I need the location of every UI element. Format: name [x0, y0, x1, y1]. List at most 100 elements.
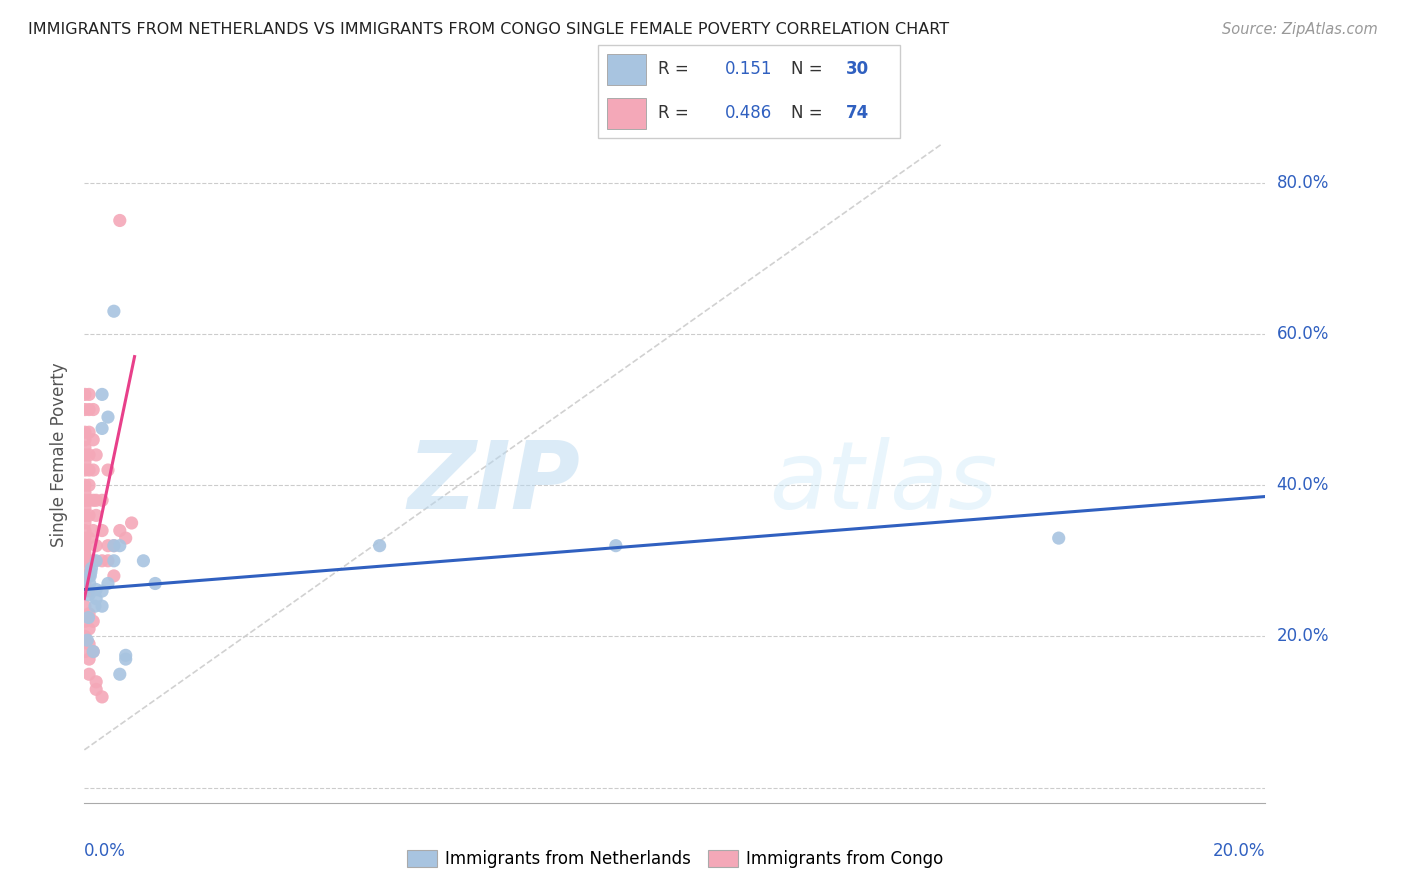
Point	[84, 682, 107, 697]
Point	[103, 539, 125, 553]
Point	[73, 500, 96, 515]
Point	[73, 599, 96, 614]
Point	[82, 433, 104, 447]
Text: 60.0%: 60.0%	[1277, 325, 1329, 343]
Point	[77, 652, 100, 666]
Point	[73, 542, 96, 557]
Point	[73, 508, 96, 523]
Point	[82, 554, 104, 568]
Point	[77, 569, 100, 583]
Point	[114, 531, 136, 545]
Point	[73, 441, 96, 455]
Point	[108, 524, 131, 538]
Point	[84, 599, 107, 614]
Point	[82, 463, 104, 477]
Point	[91, 524, 114, 538]
Point	[91, 599, 114, 614]
Point	[114, 652, 136, 666]
Point	[82, 402, 104, 417]
Point	[77, 554, 100, 568]
Point	[73, 387, 96, 401]
Point	[73, 485, 96, 500]
Point	[605, 539, 627, 553]
Point	[77, 493, 100, 508]
Point	[143, 576, 166, 591]
Point	[73, 402, 96, 417]
Point	[73, 448, 96, 462]
Text: 20.0%: 20.0%	[1213, 842, 1265, 860]
Text: 30: 30	[845, 61, 869, 78]
Point	[73, 615, 96, 629]
Point	[84, 448, 107, 462]
Point	[82, 493, 104, 508]
Point	[91, 421, 114, 435]
Point	[108, 539, 131, 553]
Point	[91, 584, 114, 599]
Point	[132, 554, 155, 568]
Point	[80, 561, 103, 575]
Y-axis label: Single Female Poverty: Single Female Poverty	[51, 363, 69, 547]
Point	[97, 554, 120, 568]
Point	[1047, 531, 1070, 545]
Point	[73, 546, 96, 560]
Point	[368, 539, 391, 553]
Text: 40.0%: 40.0%	[1277, 476, 1329, 494]
Point	[77, 478, 100, 492]
Point	[73, 531, 96, 545]
Text: R =: R =	[658, 61, 695, 78]
Point	[82, 644, 104, 658]
Point	[73, 644, 96, 658]
Point	[73, 549, 96, 564]
Text: Source: ZipAtlas.com: Source: ZipAtlas.com	[1222, 22, 1378, 37]
Point	[103, 304, 125, 318]
FancyBboxPatch shape	[598, 45, 900, 138]
Point	[77, 387, 100, 401]
Bar	[606, 98, 645, 129]
Point	[73, 569, 96, 583]
Text: ZIP: ZIP	[408, 437, 581, 529]
Point	[103, 569, 125, 583]
Point	[73, 576, 96, 591]
Point	[97, 410, 120, 425]
Text: atlas: atlas	[769, 437, 998, 528]
Point	[97, 539, 120, 553]
Point	[84, 674, 107, 689]
Point	[77, 508, 100, 523]
Point	[77, 610, 100, 624]
Text: 74: 74	[845, 104, 869, 122]
Point	[91, 493, 114, 508]
Point	[77, 607, 100, 621]
Point	[73, 478, 96, 492]
Point	[84, 493, 107, 508]
Point	[77, 448, 100, 462]
Text: 0.151: 0.151	[724, 61, 772, 78]
Point	[121, 516, 143, 530]
Text: N =: N =	[792, 61, 828, 78]
Legend: Immigrants from Netherlands, Immigrants from Congo: Immigrants from Netherlands, Immigrants …	[399, 843, 950, 874]
Point	[73, 534, 96, 549]
Point	[73, 425, 96, 440]
Point	[73, 561, 96, 575]
Text: N =: N =	[792, 104, 828, 122]
Point	[79, 576, 101, 591]
Text: R =: R =	[658, 104, 695, 122]
Point	[82, 615, 104, 629]
Point	[77, 622, 100, 636]
Point	[82, 524, 104, 538]
Point	[73, 554, 96, 568]
Point	[108, 213, 131, 227]
Point	[73, 584, 96, 599]
Point	[73, 524, 96, 538]
Point	[77, 425, 100, 440]
Point	[84, 554, 107, 568]
Text: 80.0%: 80.0%	[1277, 174, 1329, 192]
Point	[73, 629, 96, 643]
Point	[103, 554, 125, 568]
Point	[73, 455, 96, 469]
Point	[97, 576, 120, 591]
Point	[73, 463, 96, 477]
Point	[77, 637, 100, 651]
Point	[114, 648, 136, 663]
Point	[84, 582, 107, 597]
Point	[84, 508, 107, 523]
